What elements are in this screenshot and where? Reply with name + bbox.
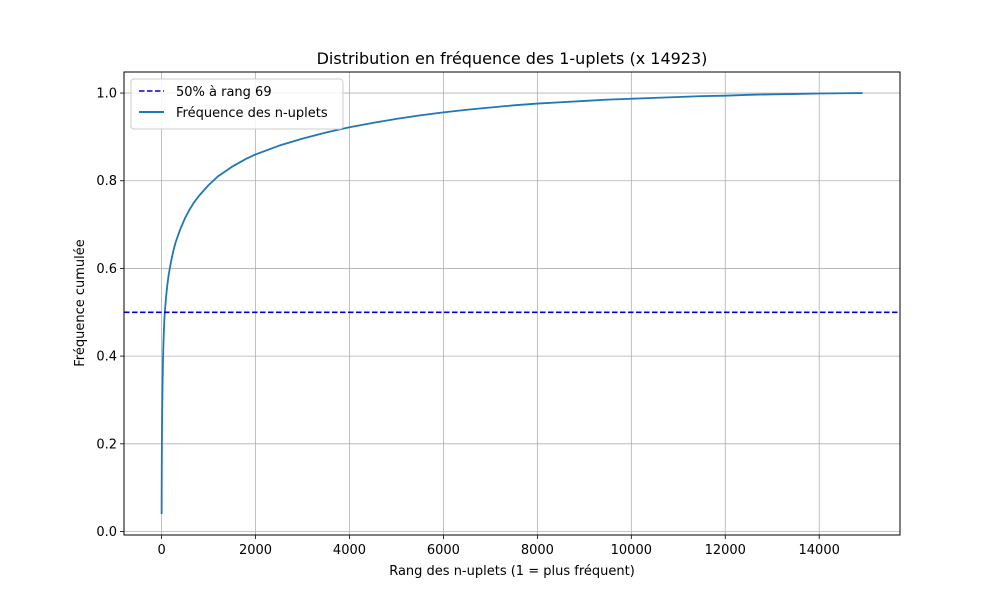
legend-label-threshold: 50% à rang 69 [176,85,272,100]
x-tick-label: 0 [157,543,165,558]
x-tick-label: 6000 [427,543,460,558]
x-tick-label: 4000 [333,543,366,558]
plot-frame [123,71,901,536]
frequency-line [160,92,863,514]
y-tick-label: 0.4 [96,350,117,365]
x-tick-label: 2000 [239,543,272,558]
x-tick-label: 12000 [705,543,746,558]
legend-box [130,78,344,130]
y-tick-label: 0.8 [96,174,117,189]
legend: 50% à rang 69 Fréquence des n-uplets [130,78,344,130]
series-layer [124,92,900,514]
x-tick-label: 14000 [799,543,840,558]
ticks: 0 2000 4000 6000 8000 10000 12000 14000 0.0 0.2 0.… [96,87,840,558]
y-tick-label: 1.0 [96,87,117,102]
legend-label-frequency: Fréquence des n-uplets [176,106,328,121]
y-axis-label: Fréquence cumulée [73,239,88,367]
x-tick-label: 8000 [521,543,554,558]
x-tick-label: 10000 [611,543,652,558]
y-tick-label: 0.6 [96,262,117,277]
grid [124,72,900,535]
y-tick-label: 0.0 [96,525,117,540]
chart-title: Distribution en fréquence des 1-uplets (… [317,49,708,68]
x-axis-label: Rang des n-uplets (1 = plus fréquent) [389,564,635,579]
y-tick-label: 0.2 [96,437,117,452]
